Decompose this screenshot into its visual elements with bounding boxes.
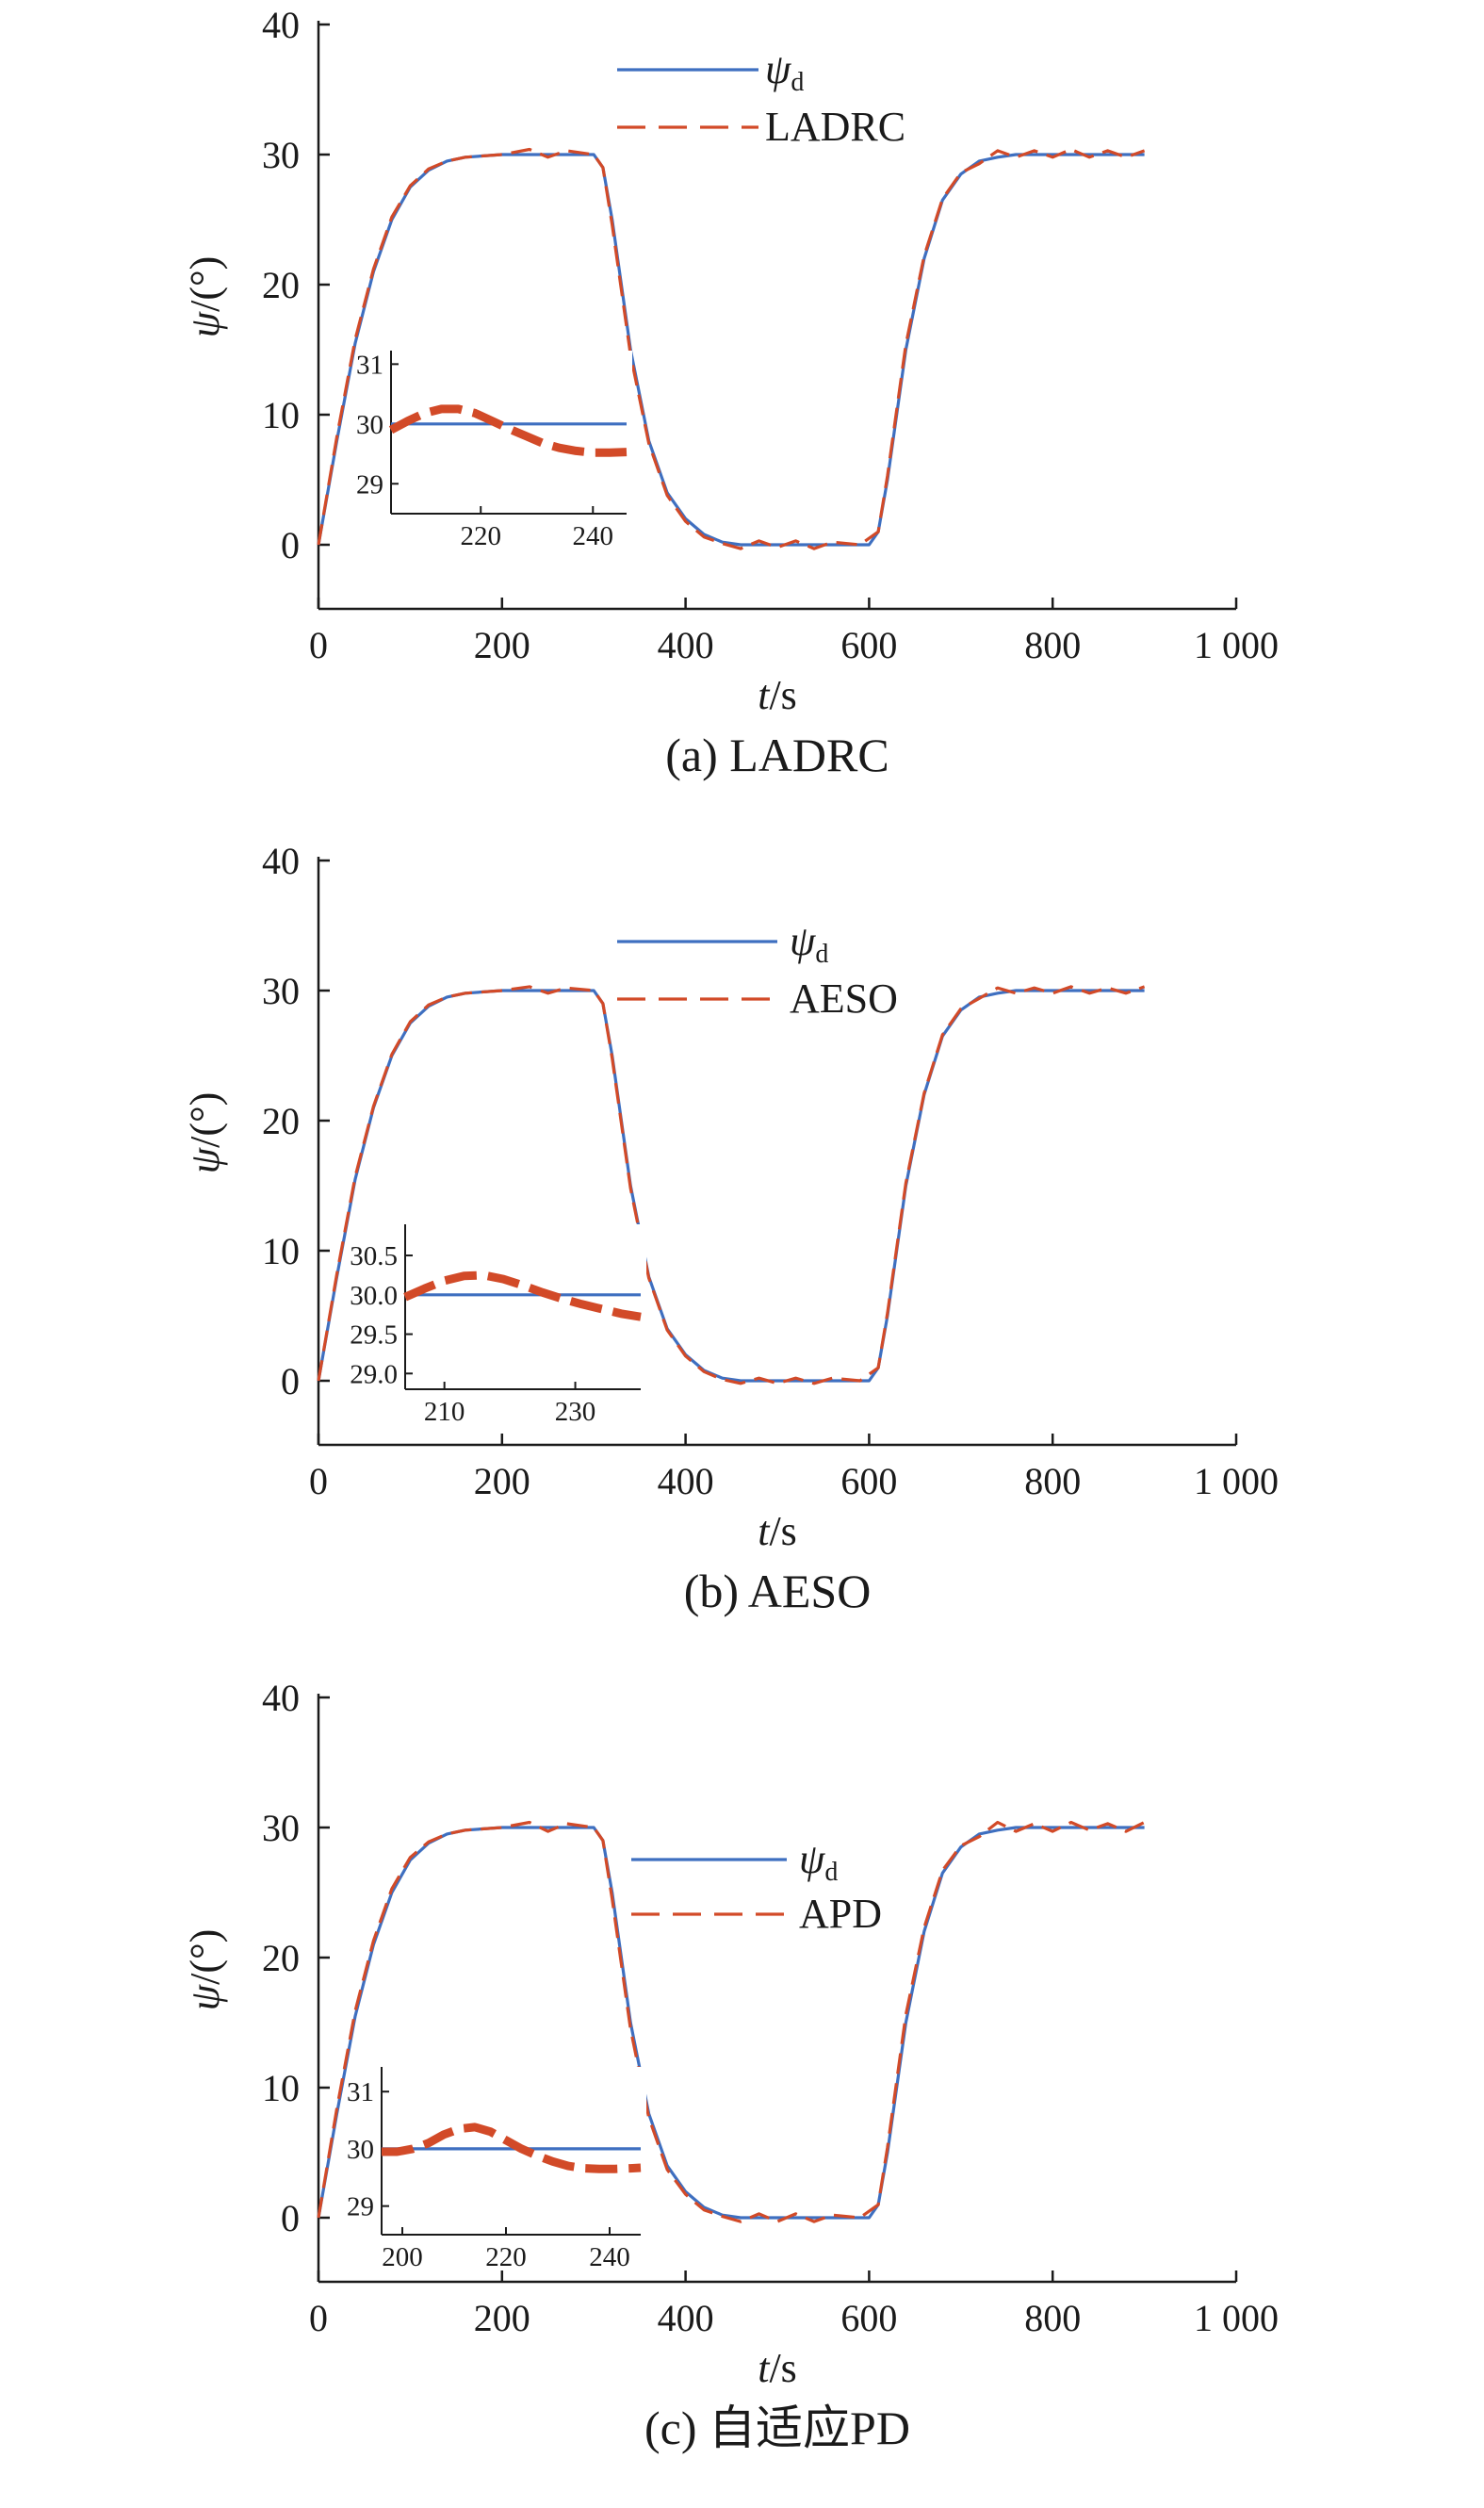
- inset-series-line-controller: [403, 1270, 642, 1321]
- inset-y-tick-label: 30.5: [350, 1241, 398, 1271]
- legend-label-desired-sub: d: [791, 68, 804, 97]
- x-tick-label: 200: [474, 2297, 530, 2339]
- y-axis-unit: /(°): [182, 1092, 228, 1148]
- y-axis-unit: /(°): [182, 1929, 228, 1985]
- inset-x-tick-label: 200: [382, 2242, 423, 2272]
- x-tick-label: 800: [1024, 2297, 1081, 2339]
- inset-y-tick-label: 30: [356, 410, 383, 440]
- y-tick-label: 40: [262, 1677, 300, 1719]
- legend-label-controller: LADRC: [765, 104, 905, 150]
- inset-x-tick-label: 240: [589, 2242, 630, 2272]
- x-tick-label: 400: [658, 1460, 714, 1502]
- x-tick-label: 1 000: [1194, 2297, 1279, 2339]
- x-tick-label: 200: [474, 624, 530, 666]
- legend-label-desired: ψd: [790, 918, 828, 969]
- x-axis-label: t/s: [758, 2345, 797, 2391]
- x-tick-label: 0: [309, 1460, 328, 1502]
- inset-y-tick-label: 31: [356, 350, 383, 380]
- panel-caption: (b) AESO: [684, 1565, 872, 1617]
- inset-x-tick-label: 240: [573, 521, 614, 551]
- y-tick-label: 0: [281, 1360, 300, 1402]
- x-tick-label: 0: [309, 2297, 328, 2339]
- legend-label-desired-main: ψ: [799, 1836, 825, 1882]
- legend-label-desired-sub: d: [815, 940, 828, 969]
- x-axis-var: t: [758, 1508, 771, 1554]
- x-tick-label: 600: [840, 624, 897, 666]
- x-axis-var: t: [758, 672, 771, 718]
- inset-x-tick-label: 220: [460, 521, 501, 551]
- legend-label-desired: ψd: [765, 46, 804, 97]
- y-axis-var: ψ: [182, 311, 228, 337]
- y-tick-label: 40: [262, 840, 300, 882]
- y-tick-label: 10: [262, 1230, 300, 1272]
- inset-background: [382, 2067, 646, 2238]
- y-axis-var: ψ: [182, 1984, 228, 2010]
- x-tick-label: 600: [840, 1460, 897, 1502]
- inset-y-tick-label: 30: [347, 2135, 374, 2165]
- panel-caption: (c) 自适应PD: [644, 2401, 910, 2454]
- x-axis-label: t/s: [758, 1508, 797, 1554]
- inset-series-line-controller: [388, 404, 628, 457]
- y-axis-var: ψ: [182, 1147, 228, 1173]
- x-axis-label: t/s: [758, 672, 797, 718]
- series-line-aeso: [317, 985, 1146, 1385]
- inset-y-tick-label: 29.5: [350, 1320, 398, 1351]
- x-tick-label: 800: [1024, 1460, 1081, 1502]
- inset-x-tick-label: 210: [424, 1397, 465, 1427]
- y-tick-label: 0: [281, 524, 300, 566]
- y-tick-label: 20: [262, 1100, 300, 1142]
- x-tick-label: 400: [658, 2297, 714, 2339]
- legend-label-desired-main: ψ: [790, 918, 816, 964]
- legend-label-desired: ψd: [799, 1836, 838, 1887]
- inset-x-tick-label: 220: [485, 2242, 527, 2272]
- panel-caption: (a) LADRC: [665, 729, 889, 781]
- x-tick-label: 600: [840, 2297, 897, 2339]
- inset-y-tick-label: 29.0: [350, 1359, 398, 1389]
- y-axis-label: ψ/(°): [182, 256, 228, 337]
- y-tick-label: 40: [262, 4, 300, 46]
- y-tick-label: 20: [262, 264, 300, 306]
- y-axis-unit: /(°): [182, 256, 228, 312]
- x-tick-label: 200: [474, 1460, 530, 1502]
- inset-y-tick-label: 31: [347, 2077, 374, 2107]
- x-axis-unit: /s: [769, 1508, 796, 1554]
- x-tick-label: 800: [1024, 624, 1081, 666]
- y-axis-label: ψ/(°): [182, 1929, 228, 2010]
- inset-series-line-controller: [382, 2123, 642, 2173]
- inset-y-tick-label: 29: [356, 469, 383, 500]
- legend-label-desired-sub: d: [824, 1858, 838, 1887]
- y-tick-label: 30: [262, 1807, 300, 1849]
- legend-label-controller: AESO: [790, 975, 898, 1022]
- legend-label-controller: APD: [799, 1891, 882, 1937]
- y-tick-label: 20: [262, 1937, 300, 1979]
- inset-background: [405, 1224, 646, 1393]
- x-tick-label: 400: [658, 624, 714, 666]
- y-tick-label: 10: [262, 394, 300, 436]
- x-tick-label: 1 000: [1194, 1460, 1279, 1502]
- legend-label-desired-main: ψ: [765, 46, 791, 92]
- y-tick-label: 30: [262, 134, 300, 176]
- x-tick-label: 0: [309, 624, 328, 666]
- series-line-apd: [317, 1820, 1146, 2223]
- x-axis-unit: /s: [769, 2345, 796, 2391]
- x-axis-var: t: [758, 2345, 771, 2391]
- series-line-ladrc: [317, 147, 1146, 550]
- y-axis-label: ψ/(°): [182, 1092, 228, 1173]
- inset-y-tick-label: 29: [347, 2192, 374, 2222]
- y-tick-label: 10: [262, 2067, 300, 2109]
- inset-x-tick-label: 230: [555, 1397, 596, 1427]
- x-axis-unit: /s: [769, 672, 796, 718]
- y-tick-label: 30: [262, 970, 300, 1012]
- x-tick-label: 1 000: [1194, 624, 1279, 666]
- inset-y-tick-label: 30.0: [350, 1281, 398, 1311]
- y-tick-label: 0: [281, 2197, 300, 2239]
